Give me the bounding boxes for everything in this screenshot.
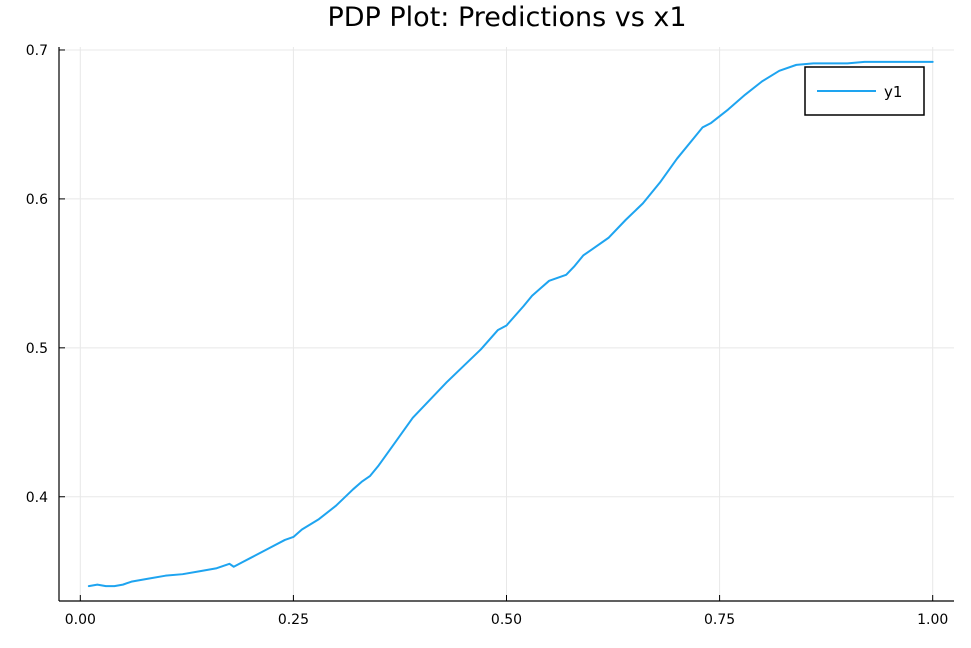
y-tick-label-1: 0.5 — [26, 341, 48, 357]
series-line-y1 — [87, 60, 934, 588]
x-tick-label-4: 1.00 — [917, 612, 948, 628]
y-tick-label-2: 0.6 — [26, 192, 48, 208]
y-axis-ticks: 0.4 0.5 0.6 0.7 — [26, 43, 65, 506]
x-axis-ticks: 0.00 0.25 0.50 0.75 1.00 — [65, 595, 948, 628]
y-tick-label-0: 0.4 — [26, 490, 48, 506]
x-tick-label-2: 0.50 — [491, 612, 522, 628]
series-lines — [87, 60, 934, 588]
x-tick-label-3: 0.75 — [704, 612, 735, 628]
y-tick-label-3: 0.7 — [26, 43, 48, 59]
x-tick-label-1: 0.25 — [278, 612, 309, 628]
x-tick-label-0: 0.00 — [65, 612, 96, 628]
legend-label-y1: y1 — [884, 83, 902, 101]
legend: y1 — [804, 66, 925, 116]
chart-title: PDP Plot: Predictions vs x1 — [327, 2, 686, 33]
